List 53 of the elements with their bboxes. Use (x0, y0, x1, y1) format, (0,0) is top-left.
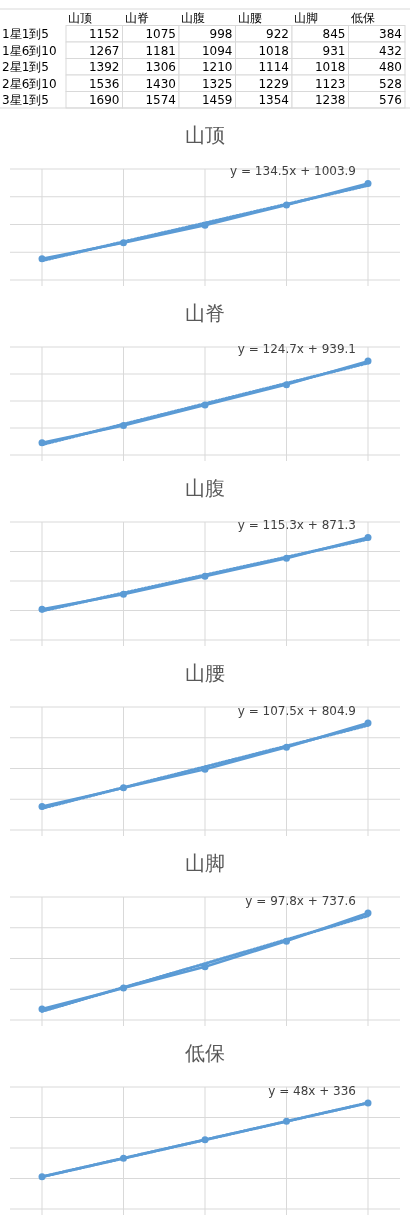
data-label: 1018 (258, 43, 289, 58)
text: y = 48x + 336 (268, 1083, 356, 1098)
y-tick-label: 2星1到5 (2, 60, 49, 74)
data-label: 1354 (258, 93, 289, 107)
chart-title: 山脊 (185, 301, 225, 325)
text: y = 115.3x + 871.3 (237, 518, 356, 533)
data-label: 922 (266, 27, 289, 41)
data-label: 432 (379, 43, 402, 58)
chart-title: 山腰 (185, 661, 225, 685)
data-label: 1152 (88, 27, 120, 41)
data-label: 1075 (145, 27, 176, 41)
data-label: 1210 (201, 60, 233, 74)
y-tick-label: 1星1到5 (2, 27, 49, 41)
data-label: 1181 (145, 43, 176, 58)
data-label: 998 (209, 27, 233, 41)
data-label: 1238 (314, 93, 346, 107)
data-label: 931 (322, 43, 346, 58)
data-label: 1459 (201, 93, 233, 107)
data-label: 1574 (145, 93, 176, 107)
data-label: 1536 (88, 76, 120, 91)
chart-title: 山脚 (185, 851, 225, 875)
chart-title: 低保 (185, 1041, 225, 1065)
data-label: 1430 (145, 76, 176, 91)
data-label: 1114 (258, 60, 289, 74)
data-label: 1392 (88, 60, 120, 74)
x-tick-label: 山顶 (68, 10, 92, 25)
text: y = 97.8x + 737.6 (245, 894, 356, 909)
text: y = 124.7x + 939.1 (237, 342, 356, 357)
data-label: 1267 (88, 43, 120, 58)
x-tick-label: 山腰 (237, 10, 262, 25)
chart-title: 山顶 (185, 123, 225, 147)
y-tick-label: 3星1到5 (2, 93, 49, 107)
text: y = 107.5x + 804.9 (237, 704, 356, 719)
chart-title: 山腹 (185, 476, 225, 500)
x-tick-label: 山脚 (294, 10, 318, 25)
data-label: 576 (379, 93, 402, 107)
x-tick-label: 低保 (350, 10, 375, 25)
y-tick-label: 2星6到10 (2, 76, 57, 91)
data-label: 1306 (145, 60, 176, 74)
y-tick-label: 1星6到10 (2, 43, 57, 58)
data-label: 1690 (88, 93, 120, 107)
data-label: 384 (379, 27, 402, 41)
data-label: 1094 (201, 43, 233, 58)
data-label: 1018 (314, 60, 346, 74)
data-label: 528 (379, 76, 402, 91)
data-label: 1123 (314, 76, 346, 91)
data-label: 480 (379, 60, 402, 74)
x-tick-label: 山脊 (124, 10, 149, 25)
data-label: 1325 (201, 76, 233, 91)
data-label: 1229 (258, 76, 289, 91)
x-tick-label: 山腹 (181, 10, 205, 25)
text: y = 134.5x + 1003.9 (230, 164, 356, 179)
data-label: 845 (322, 27, 346, 41)
